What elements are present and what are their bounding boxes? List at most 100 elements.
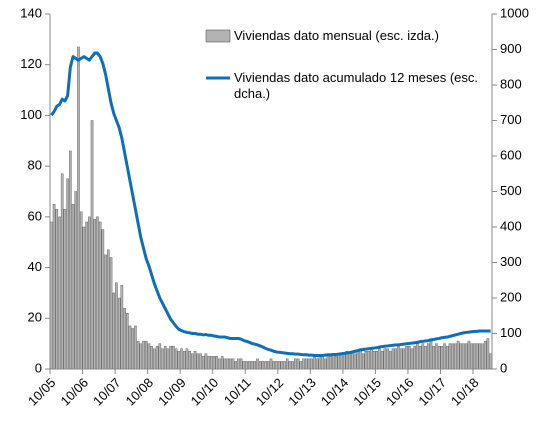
bar	[269, 358, 273, 370]
bar	[163, 345, 167, 370]
bar	[82, 226, 86, 370]
bar	[348, 353, 351, 370]
bar	[128, 325, 132, 370]
bar	[169, 345, 172, 370]
bar	[52, 203, 56, 370]
bar	[448, 343, 452, 370]
bar	[475, 343, 479, 370]
bar	[161, 348, 164, 370]
bar	[134, 325, 137, 370]
bar	[302, 358, 305, 370]
y2-tick-label: 800	[500, 76, 522, 91]
bar	[340, 353, 343, 370]
y2-tick-label: 100	[500, 325, 522, 340]
bar	[467, 340, 471, 370]
bar	[486, 338, 490, 370]
bar	[326, 356, 330, 370]
y-tick-label: 120	[20, 56, 42, 71]
line	[50, 51, 491, 358]
bar	[55, 209, 59, 370]
bar	[473, 343, 476, 370]
y-tick-label: 20	[28, 310, 42, 325]
bar	[220, 356, 224, 370]
bar	[307, 358, 311, 370]
bar	[50, 221, 53, 370]
bar	[180, 348, 183, 370]
bar	[242, 361, 246, 370]
bar	[231, 358, 235, 370]
bar	[215, 356, 219, 370]
bar	[372, 351, 376, 370]
y2-tick-label: 300	[500, 254, 522, 269]
y2-tick-label: 1000	[500, 5, 529, 20]
x-tick-label: 10/08	[123, 375, 157, 409]
bar	[264, 361, 267, 370]
bar	[394, 348, 398, 370]
bar	[245, 361, 248, 370]
bar	[462, 343, 465, 370]
bar	[144, 340, 148, 370]
bar	[107, 249, 110, 370]
bar	[191, 353, 194, 370]
bar	[359, 351, 362, 370]
bar	[272, 361, 275, 370]
bar	[429, 338, 433, 370]
bar	[351, 351, 354, 370]
y2-tick-label: 500	[500, 183, 522, 198]
bar	[234, 361, 238, 370]
bar	[443, 343, 446, 370]
bar	[416, 343, 419, 370]
x-tick-label: 10/11	[221, 375, 254, 408]
bar	[470, 343, 473, 370]
bar	[424, 345, 427, 370]
bar	[375, 351, 379, 370]
bar	[459, 343, 463, 370]
bar	[489, 353, 492, 370]
x-tick-label: 10/15	[350, 375, 384, 409]
x-tick-label: 10/10	[188, 375, 222, 409]
bar	[413, 345, 417, 370]
bar	[250, 361, 254, 370]
y-tick-label: 80	[28, 158, 42, 173]
y-tick-label: 0	[35, 360, 42, 375]
bar	[294, 358, 297, 370]
legend-entry: Viviendas dato mensual (esc. izda.)	[234, 28, 439, 43]
bar	[96, 216, 99, 370]
bar	[315, 358, 319, 370]
bar	[125, 313, 129, 370]
bar	[172, 345, 175, 370]
bar	[367, 351, 370, 370]
bar	[445, 345, 449, 370]
bar	[77, 46, 80, 370]
bar	[329, 356, 332, 370]
x-tick-label: 10/14	[318, 375, 352, 409]
y2-tick-label: 600	[500, 147, 522, 162]
y2-tick-label: 900	[500, 41, 522, 56]
bar	[155, 345, 159, 370]
x-tick-label: 10/09	[155, 375, 189, 409]
bar	[104, 254, 107, 370]
bar	[481, 343, 484, 370]
x-tick-label: 10/16	[383, 375, 417, 409]
bar	[323, 358, 327, 370]
bar	[332, 353, 335, 370]
bar	[454, 343, 457, 370]
bar	[117, 297, 121, 370]
bar	[69, 150, 72, 370]
bar	[237, 358, 240, 370]
bar	[58, 216, 61, 370]
bar	[464, 343, 468, 370]
bar	[158, 343, 162, 370]
bar	[79, 211, 83, 370]
bar	[275, 361, 278, 370]
bar	[142, 340, 145, 370]
bar	[212, 356, 216, 370]
bar	[199, 353, 202, 370]
bar	[313, 356, 316, 370]
bar	[239, 358, 243, 370]
bar	[101, 229, 105, 370]
bar	[378, 348, 381, 370]
x-tick-label: 10/13	[285, 375, 319, 409]
legend-swatch	[205, 29, 231, 43]
